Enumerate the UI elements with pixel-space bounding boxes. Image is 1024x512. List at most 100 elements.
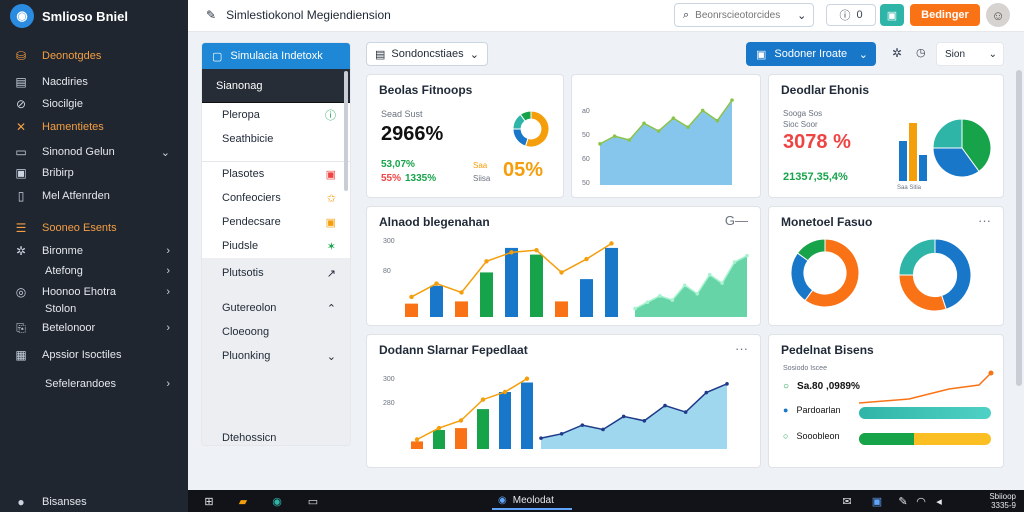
sidebar-item-12[interactable]: Stolon [0,299,188,319]
panel-group-item[interactable]: Cloeoong [202,320,350,344]
start-icon[interactable]: ⊞ [204,495,214,508]
search-icon: ⌕ [683,8,690,21]
window-icon[interactable]: ▭ [307,495,319,508]
apps-button[interactable]: ▣ [880,4,904,26]
area-line [599,99,733,145]
sidebar-item-label: Bisanses [42,496,87,508]
filter-select[interactable]: ▤ Sondoncstiaes ⌄ [366,42,488,66]
volume-icon[interactable]: ◂ [936,495,942,508]
apps-icon[interactable]: ▣ [871,495,883,508]
browser-icon[interactable]: ◉ [272,495,282,508]
pen-icon[interactable]: ✎ [898,495,908,508]
sidebar-item-13[interactable]: ⎘ Betelonoor › [0,318,188,338]
card-progress: Pedelnat Bisens Sosiodo Iscee ○ Sa.80 ,09… [768,334,1004,468]
sidebar-item-label: Sooneo Esents [42,222,117,234]
data-point [645,300,650,304]
panel-row[interactable]: Pleropa ⓘ [202,103,350,127]
sidebar-item-label: Bironme [42,245,83,257]
panel-selected-item[interactable]: Sianonag [202,69,350,103]
sidebar-item-11[interactable]: ◎ Hoonoo Ehotra › [0,282,188,302]
avatar[interactable]: ☺ [986,3,1010,27]
more-button[interactable]: ··· [735,341,748,356]
range-select[interactable]: Sion ⌄ [936,42,1004,66]
card-donations: Deodlar Ehonis Sooga Sos Sioc Soor 3078 … [768,74,1004,198]
sidebar-item-10[interactable]: Atefong › [0,261,188,281]
panel-group-item[interactable]: Pluonking ⌄ [202,344,350,368]
line-point [559,270,564,275]
axis-tick-label: 300 [383,238,395,245]
calendar-icon: ▣ [756,48,767,61]
data-point [658,294,662,298]
folder-icon[interactable]: ▰ [238,495,248,508]
taskbar-clock[interactable]: Sbiioop 3335-9 [989,492,1016,510]
sidebar-item-6[interactable]: ▣ Bribirp [0,163,188,183]
filter-select-label: Sondoncstiaes [391,48,464,60]
sidebar-item-14[interactable]: ▦ Apssior Isoctiles [0,345,188,365]
data-point [663,403,667,408]
taskbar-app[interactable]: ◉ Meolodat [492,492,572,510]
progress-row-label: Sooobleon [796,431,840,441]
data-point [559,432,564,436]
panel-list-item[interactable]: Confeociers ✩ [202,186,350,210]
sidebar-item-5[interactable]: ▭ Sinonod Gelun ⌄ [0,142,188,162]
main-scrollbar[interactable] [1016,70,1022,386]
line-point [459,290,464,295]
bar [499,392,511,449]
card-subtitle: Sosiodo Iscee [783,365,827,372]
settings-button[interactable]: ✲ [892,46,903,60]
apps-icon: ▣ [886,9,898,22]
panel-list-item[interactable]: Pendecsare ▣ [202,210,350,234]
data-point [656,129,661,133]
sidebar-item-2[interactable]: ▤ Nacdiries [0,72,188,92]
notification-button[interactable]: ⓘ 0 [826,4,876,26]
search-input[interactable] [695,9,792,21]
view-select[interactable]: ▣ Sodoner Iroate ⌄ [746,42,876,66]
sidebar-item-3[interactable]: ⊘ Siocilgie [0,94,188,114]
data-point [671,116,676,120]
primary-button[interactable]: Bedinger [910,4,980,26]
sidebar-item-7[interactable]: ▯ Mel Atfenrden [0,186,188,206]
more-button[interactable]: G— [724,213,748,228]
panel-group-label: Cloeoong [222,326,270,338]
axis-tick-label: 50 [582,180,590,187]
panel-footer[interactable]: Dtehossicn [202,418,350,445]
data-point [601,427,605,432]
history-button[interactable]: ◷ [916,47,926,59]
sidebar-item-15[interactable]: Sefelerandoes › [0,374,188,394]
pie-chart-donations [932,118,992,178]
table-icon: ▭ [15,145,27,159]
pie-slices [790,238,860,308]
panel-footer-label: Dtehossicn [222,432,277,444]
line-point [434,281,439,286]
panel-list-item[interactable]: Plasotes ▣ [202,162,350,186]
more-button[interactable]: ··· [978,213,991,228]
panel-scrollbar[interactable] [344,71,348,191]
panel-row[interactable]: Seathbicie [202,127,350,151]
card-big-value: 2966% [381,123,444,145]
sidebar-item-label: Sefelerandoes [45,378,116,390]
mail-icon[interactable]: ✉ [842,495,852,508]
panel-list-item[interactable]: Piudsle ✶ [202,234,350,258]
sidebar-item-8[interactable]: ☰ Sooneo Esents [0,218,188,238]
line-point [458,418,464,423]
data-point [539,436,543,440]
panel-grey-row[interactable]: Plutsotis ↗ [202,258,350,288]
chevron-down-icon: ⌄ [160,146,170,159]
chevron-up-icon: ⌃ [326,302,336,315]
sidebar-item-16[interactable]: ● Bisanses [0,492,188,512]
axis-tick-label: Saa Sitia [897,185,922,191]
left-panel: ▢ Simulacia Indetoxk Sianonag Pleropa ⓘ Se… [201,42,351,446]
panel-group-item[interactable]: Gutereolon ⌃ [202,296,350,320]
wifi-icon[interactable]: ◠ [916,495,926,508]
progress-row: ● Pardoarlan [783,405,841,415]
sidebar-item-4[interactable]: ✕ Hamentietes [0,117,188,137]
sidebar-item-9[interactable]: ✲ Bironme › [0,241,188,261]
panel-group-label: Gutereolon [222,302,277,314]
brand[interactable]: ◉ Smlioso Bniel [10,4,128,28]
panel-header[interactable]: ▢ Simulacia Indetoxk [202,43,350,69]
axis-tick-label: 50 [582,132,590,139]
view-select-label: Sodoner Iroate [774,48,848,60]
sidebar-item-1[interactable]: ⛁ Deonotgdes [0,46,188,66]
card-orange-big: 05% [503,159,544,181]
search-box[interactable]: ⌕ ⌄ [674,3,814,27]
